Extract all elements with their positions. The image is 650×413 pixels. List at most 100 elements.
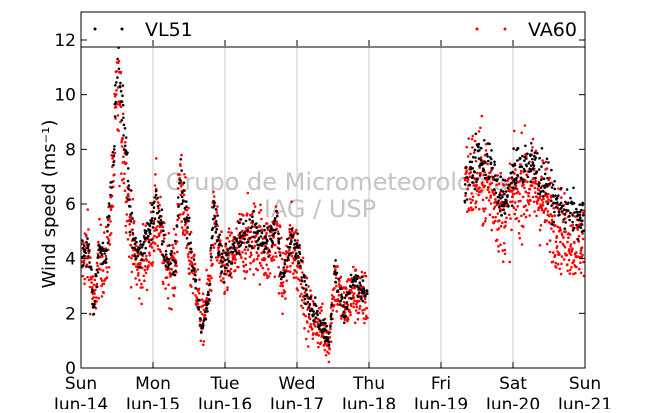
vl51-point — [323, 321, 327, 325]
vl51-point — [213, 201, 216, 204]
va60-point — [479, 172, 483, 175]
vl51-point — [312, 320, 316, 323]
vl51-point — [282, 274, 286, 278]
vl51-point — [308, 309, 312, 313]
va60-point — [566, 263, 569, 266]
vl51-point — [169, 262, 173, 265]
va60-point — [519, 199, 522, 203]
va60-point — [309, 289, 312, 292]
va60-point — [502, 183, 506, 187]
va60-point — [482, 173, 486, 177]
va60-point — [123, 172, 126, 176]
va60-point — [306, 321, 309, 324]
vl51-point — [580, 208, 583, 212]
va60-point — [217, 246, 221, 249]
va60-point — [571, 223, 575, 227]
vl51-point — [131, 246, 134, 249]
vl51-point — [134, 236, 137, 240]
vl51-point — [273, 231, 277, 234]
vl51-point — [167, 258, 171, 261]
va60-point — [178, 177, 182, 180]
va60-point — [557, 187, 560, 190]
va60-point — [494, 198, 497, 201]
vl51-point — [242, 222, 245, 225]
vl51-point — [537, 184, 541, 187]
vl51-point — [278, 247, 281, 251]
va60-point — [559, 272, 563, 276]
va60-point — [565, 253, 569, 257]
vl51-point — [216, 238, 220, 242]
va60-point — [486, 188, 490, 191]
va60-point — [350, 291, 354, 294]
vl51-point — [536, 152, 539, 155]
va60-point — [552, 230, 555, 233]
vl51-point — [162, 233, 166, 237]
va60-point — [106, 235, 109, 239]
va60-point — [344, 287, 348, 291]
vl51-point — [159, 223, 162, 226]
vl51-point — [551, 183, 555, 187]
vl51-point — [243, 237, 246, 241]
vl51-point — [336, 289, 340, 292]
vl51-point — [218, 233, 221, 237]
vl51-point — [214, 208, 218, 211]
vl51-point — [294, 254, 297, 258]
va60-point — [541, 204, 545, 207]
vl51-point — [316, 313, 319, 317]
va60-point — [520, 243, 524, 246]
vl51-point — [541, 195, 545, 198]
vl51-point — [499, 189, 503, 192]
vl51-point — [214, 220, 218, 223]
vl51-point — [522, 178, 525, 181]
vl51-point — [180, 195, 184, 199]
va60-point — [357, 311, 361, 315]
vl51-point — [364, 294, 367, 297]
vl51-point — [185, 200, 188, 203]
vl51-point — [106, 230, 109, 233]
vl51-point — [149, 232, 152, 236]
va60-point — [532, 200, 536, 204]
va60-point — [559, 229, 563, 232]
va60-point — [535, 214, 538, 218]
vl51-point — [231, 250, 235, 254]
va60-point — [162, 282, 165, 286]
vl51-point — [499, 197, 502, 200]
vl51-point — [156, 211, 159, 215]
va60-point — [566, 240, 569, 244]
va60-point — [202, 308, 206, 312]
vl51-point — [578, 210, 582, 214]
va60-point — [134, 277, 137, 280]
vl51-point — [290, 228, 293, 231]
vl51-point — [226, 249, 230, 252]
vl51-point — [122, 116, 125, 119]
vl51-point — [192, 267, 195, 270]
vl51-point — [202, 324, 205, 327]
va60-point — [513, 212, 517, 216]
va60-point — [504, 224, 507, 228]
va60-point — [345, 280, 349, 283]
va60-point — [209, 289, 213, 292]
va60-point — [246, 248, 250, 251]
vl51-point — [95, 274, 98, 278]
vl51-point — [82, 264, 85, 267]
vl51-point — [233, 241, 236, 244]
va60-point — [536, 202, 539, 205]
vl51-point — [85, 240, 88, 244]
va60-point — [221, 277, 225, 280]
vl51-point — [581, 214, 585, 217]
vl51-point — [485, 152, 489, 156]
vl51-point — [295, 252, 298, 255]
va60-point — [253, 258, 256, 262]
va60-point — [111, 205, 115, 208]
va60-point — [109, 208, 113, 212]
va60-point — [249, 251, 253, 254]
vl51-point — [520, 165, 524, 168]
va60-point — [99, 223, 103, 227]
vl51-point — [228, 260, 231, 263]
vl51-point — [172, 271, 175, 274]
vl51-point — [214, 230, 218, 234]
vl51-point — [490, 157, 493, 161]
va60-point — [228, 240, 231, 243]
va60-point — [274, 251, 277, 255]
va60-point — [258, 283, 262, 286]
